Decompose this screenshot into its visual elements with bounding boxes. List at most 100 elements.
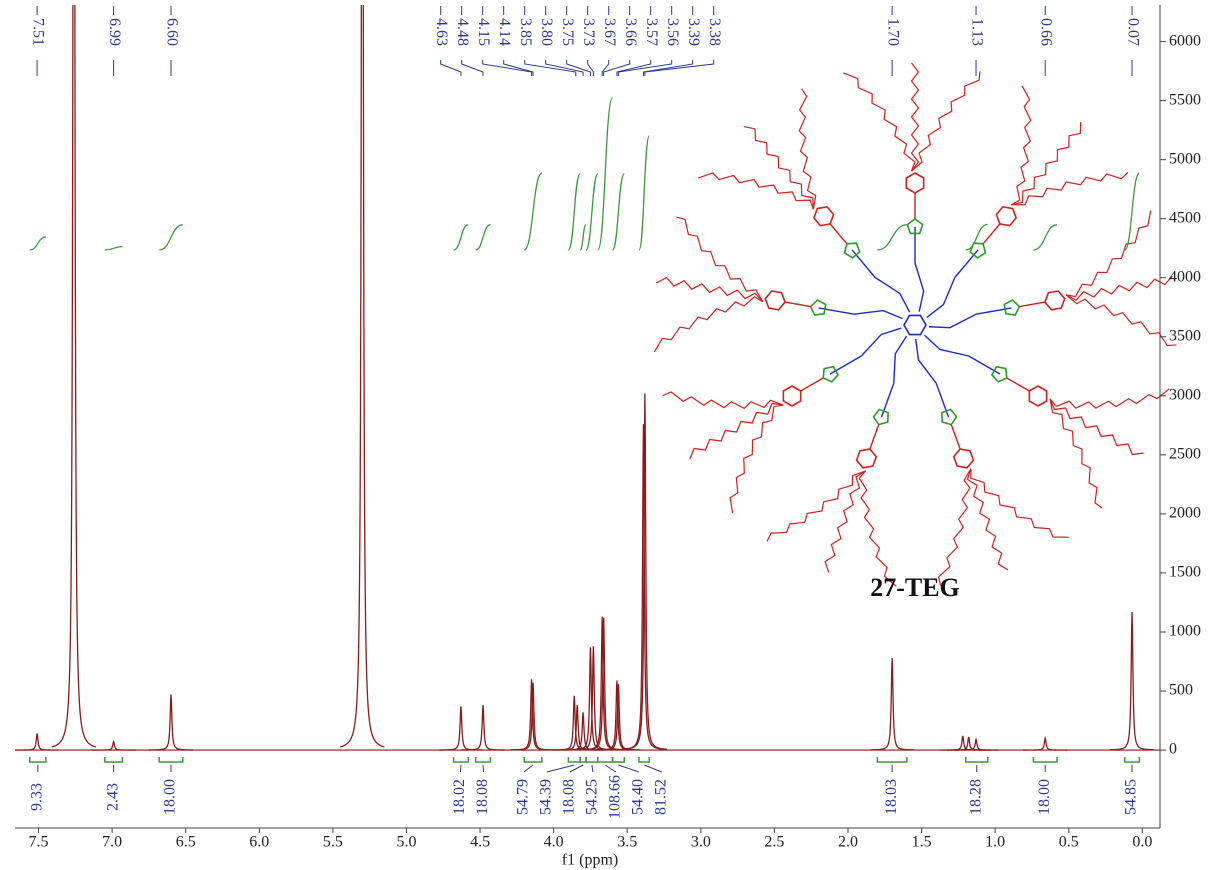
peak-label: 3.73 bbox=[580, 18, 597, 46]
y-tick-label: 4000 bbox=[1169, 268, 1201, 285]
peak-label: 6.60 bbox=[163, 18, 180, 46]
arm-link bbox=[1019, 301, 1046, 308]
integral-label: 18.08 bbox=[561, 779, 578, 815]
peak bbox=[946, 736, 991, 751]
peak-connector bbox=[566, 60, 591, 76]
x-tick-label: 6.5 bbox=[176, 834, 196, 851]
peak bbox=[596, 683, 641, 751]
peak-label: 6.99 bbox=[106, 18, 123, 46]
teg-chain bbox=[843, 72, 916, 172]
y-tick-label: 5500 bbox=[1169, 91, 1201, 108]
integral-connector bbox=[569, 764, 584, 773]
ring bbox=[855, 448, 878, 469]
integral-bracket bbox=[28, 757, 47, 763]
integral-connector bbox=[618, 764, 640, 773]
integral-label: 81.52 bbox=[653, 779, 670, 815]
x-tick-label: 3.5 bbox=[617, 834, 637, 851]
integral-connector bbox=[546, 764, 575, 773]
integral-bracket bbox=[523, 757, 543, 763]
peak-label: 3.57 bbox=[643, 18, 660, 46]
teg-chain bbox=[970, 468, 1069, 538]
spectrum bbox=[15, 5, 1160, 751]
integral-curve bbox=[1033, 224, 1058, 251]
arm-link bbox=[784, 301, 811, 308]
integral-connector bbox=[604, 764, 617, 773]
arm-core bbox=[914, 338, 937, 384]
x-tick-label: 0.5 bbox=[1059, 834, 1079, 851]
y-tick-label: 0 bbox=[1169, 741, 1177, 758]
integral-connector bbox=[591, 764, 594, 773]
peak-connector bbox=[644, 60, 715, 76]
y-tick-label: 1500 bbox=[1169, 564, 1201, 581]
peak-label: 1.70 bbox=[884, 18, 901, 46]
integral-label: 54.39 bbox=[538, 779, 555, 815]
peak bbox=[91, 740, 136, 751]
peak bbox=[438, 706, 484, 751]
peak-connector bbox=[440, 60, 462, 76]
peak bbox=[953, 737, 999, 751]
peak bbox=[1109, 611, 1155, 751]
arm-link bbox=[1006, 377, 1030, 392]
peak bbox=[15, 733, 60, 751]
peak-label: 7.51 bbox=[29, 18, 46, 46]
x-axis-title: f1 (ppm) bbox=[562, 852, 618, 869]
y-tick-label: 500 bbox=[1169, 682, 1193, 699]
peak-label: 3.66 bbox=[622, 18, 639, 46]
arm-core bbox=[926, 277, 956, 318]
teg-chain bbox=[1065, 275, 1173, 301]
integral-bracket bbox=[876, 757, 908, 763]
integral-connector bbox=[643, 764, 663, 773]
teg-chain bbox=[697, 172, 814, 210]
ring bbox=[1044, 290, 1066, 311]
arm-core bbox=[874, 276, 911, 313]
integral-label: 54.79 bbox=[515, 779, 532, 815]
peak-connector bbox=[503, 60, 534, 76]
peak-label: 3.85 bbox=[517, 18, 534, 46]
integral-label: 18.00 bbox=[1036, 779, 1053, 815]
arm-core bbox=[893, 335, 908, 384]
teg-chain bbox=[1011, 171, 1129, 206]
arm-core bbox=[914, 262, 925, 312]
teg-chain bbox=[966, 468, 1009, 571]
peak-label: 3.67 bbox=[601, 18, 618, 46]
peak bbox=[581, 617, 626, 751]
arm-link bbox=[968, 355, 1001, 375]
peak bbox=[460, 705, 506, 751]
integral-label: 54.40 bbox=[630, 779, 647, 815]
ring bbox=[809, 299, 827, 316]
peak-connector bbox=[482, 60, 533, 76]
teg-chain bbox=[1011, 122, 1082, 206]
arm-link bbox=[800, 377, 824, 392]
integral-curve bbox=[159, 224, 183, 251]
integral-curve bbox=[579, 224, 587, 251]
ring bbox=[969, 242, 987, 259]
integral-bracket bbox=[579, 757, 587, 763]
peak-label: 3.80 bbox=[538, 18, 555, 46]
x-tick-label: 3.0 bbox=[691, 834, 711, 851]
integral-bracket bbox=[597, 757, 614, 763]
integral-bracket bbox=[452, 757, 470, 763]
ring bbox=[941, 408, 958, 426]
peak bbox=[51, 5, 97, 748]
arm-core bbox=[860, 327, 902, 357]
peak-connector bbox=[616, 60, 652, 76]
integral-curve bbox=[877, 224, 907, 251]
teg-chain bbox=[676, 216, 764, 303]
x-tick-label: 4.0 bbox=[544, 834, 564, 851]
peak-connector bbox=[587, 60, 594, 76]
integral-bracket bbox=[585, 757, 599, 763]
ring bbox=[822, 365, 840, 383]
y-tick-label: 2500 bbox=[1169, 446, 1201, 463]
ring bbox=[905, 172, 925, 194]
teg-chain bbox=[1065, 210, 1152, 298]
arm-link bbox=[829, 355, 862, 375]
integral-bracket bbox=[1032, 757, 1058, 763]
teg-chain bbox=[729, 404, 784, 514]
teg-chain bbox=[1049, 398, 1103, 509]
y-tick-label: 2000 bbox=[1169, 505, 1201, 522]
integral-curve bbox=[638, 135, 650, 251]
y-tick-label: 4500 bbox=[1169, 209, 1201, 226]
teg-chain bbox=[689, 402, 784, 460]
peak-connector bbox=[545, 60, 584, 76]
